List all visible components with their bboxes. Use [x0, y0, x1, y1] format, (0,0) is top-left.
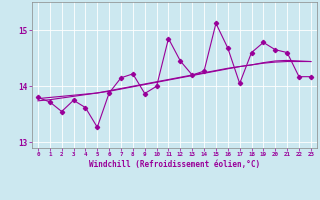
X-axis label: Windchill (Refroidissement éolien,°C): Windchill (Refroidissement éolien,°C)	[89, 160, 260, 169]
